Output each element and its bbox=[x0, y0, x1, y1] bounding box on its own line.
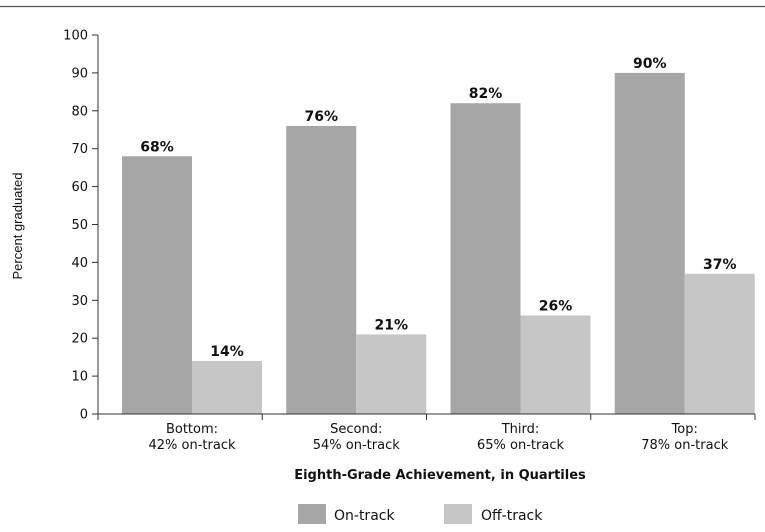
data-label: 14% bbox=[210, 344, 244, 360]
y-tick-label: 0 bbox=[80, 408, 88, 423]
bar-off-track bbox=[520, 315, 591, 414]
y-tick-label: 40 bbox=[71, 256, 88, 271]
x-axis: Bottom: 42% on-track Second: 54% on-track Th… bbox=[97, 413, 756, 453]
bar-on-track bbox=[286, 125, 357, 415]
legend-swatch bbox=[444, 504, 472, 524]
bar-off-track bbox=[684, 273, 755, 414]
data-label: 76% bbox=[304, 109, 338, 125]
y-tick-label: 70 bbox=[71, 142, 88, 157]
y-tick-label: 60 bbox=[71, 180, 88, 195]
bar-off-track bbox=[356, 334, 427, 414]
bar-on-track bbox=[122, 156, 192, 414]
y-tick-label: 50 bbox=[71, 218, 88, 233]
legend: On-track Off-track bbox=[298, 504, 543, 524]
data-label: 82% bbox=[469, 86, 503, 102]
bars bbox=[122, 72, 755, 415]
y-tick-label: 90 bbox=[71, 66, 88, 81]
y-tick-label: 10 bbox=[71, 370, 88, 385]
x-tick-label: Second: 54% on-track bbox=[313, 422, 400, 453]
y-tick-label: 30 bbox=[71, 294, 88, 309]
legend-swatch bbox=[298, 504, 326, 524]
legend-label: On-track bbox=[334, 508, 395, 524]
y-tick-label: 80 bbox=[71, 104, 88, 119]
y-axis-title: Percent graduated bbox=[10, 173, 25, 280]
y-tick-label: 20 bbox=[71, 332, 88, 347]
bar-off-track bbox=[192, 360, 262, 414]
x-axis-title: Eighth-Grade Achievement, in Quartiles bbox=[294, 468, 586, 483]
y-axis: 0 10 20 30 40 50 60 70 80 90 100 bbox=[63, 29, 99, 423]
x-tick-label: Top: 78% on-track bbox=[641, 422, 728, 453]
data-label: 68% bbox=[140, 139, 174, 155]
bar-on-track bbox=[450, 103, 521, 414]
data-labels: 68% 14% 76% 21% 82% 26% 90% 37% bbox=[140, 56, 736, 360]
data-label: 37% bbox=[703, 257, 737, 273]
bar-on-track bbox=[614, 72, 685, 415]
legend-label: Off-track bbox=[481, 508, 543, 524]
data-label: 21% bbox=[374, 317, 408, 333]
x-tick-label: Bottom: 42% on-track bbox=[149, 422, 236, 453]
y-tick-label: 100 bbox=[63, 29, 88, 44]
data-label: 26% bbox=[539, 298, 573, 314]
data-label: 90% bbox=[633, 56, 667, 72]
x-tick-label: Third: 65% on-track bbox=[477, 422, 564, 453]
